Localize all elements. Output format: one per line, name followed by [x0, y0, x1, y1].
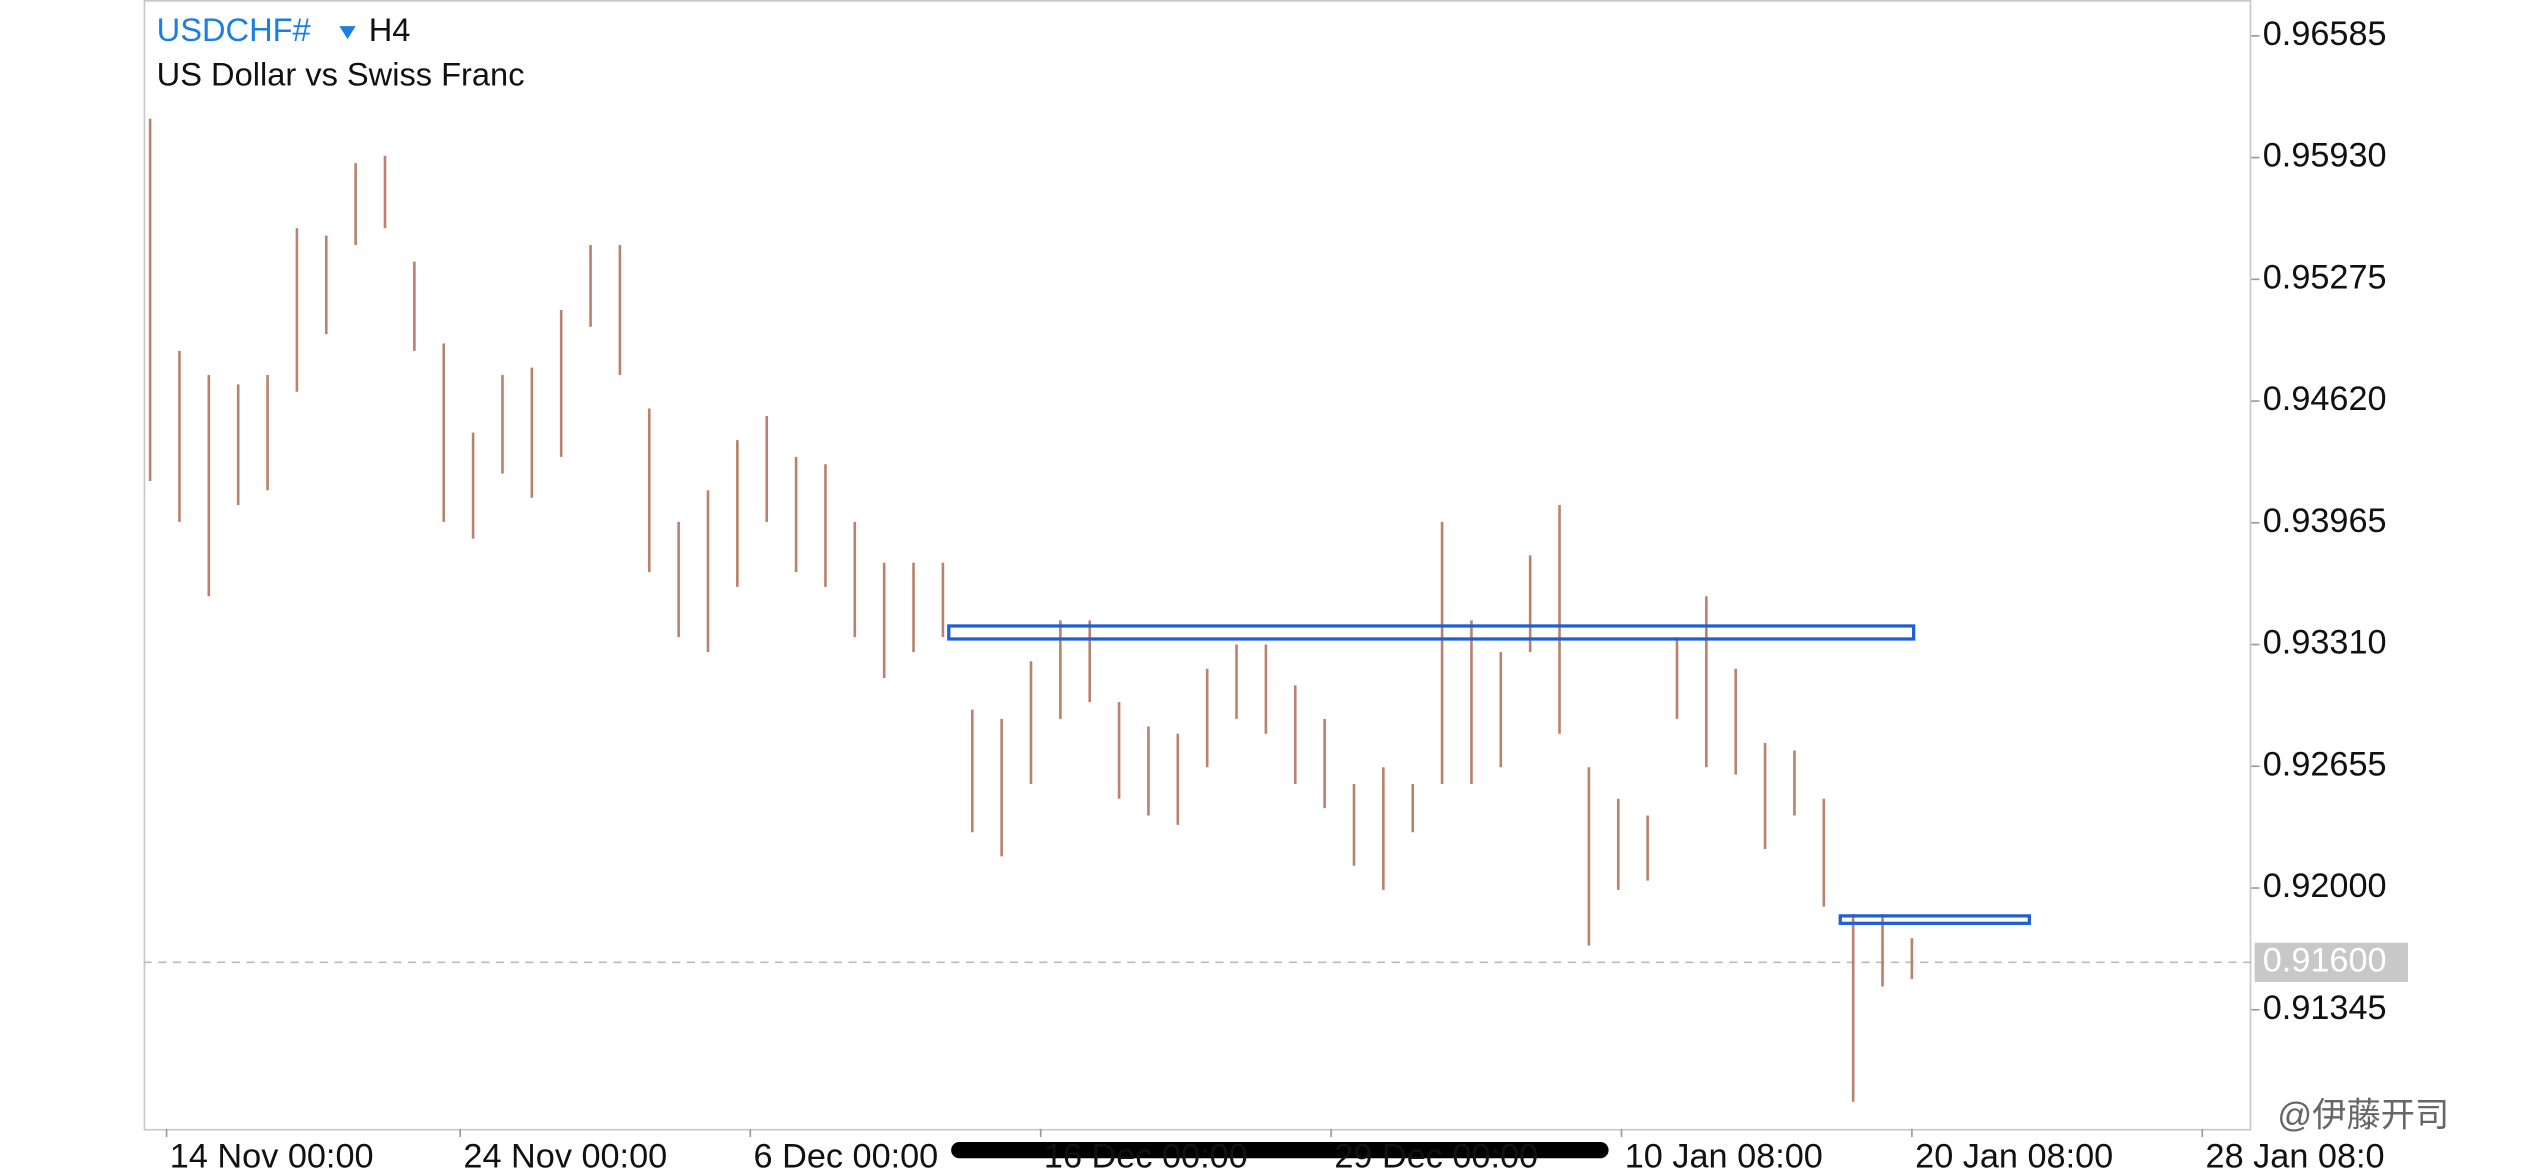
y-tick-label: 0.93965 [2263, 502, 2387, 540]
chart-title: US Dollar vs Swiss Franc [157, 55, 525, 92]
dropdown-icon[interactable] [339, 26, 356, 40]
y-tick-label: 0.91345 [2263, 989, 2387, 1027]
x-tick-label: 28 Jan 08:0 [2206, 1137, 2385, 1170]
x-tick-label: 10 Jan 08:00 [1625, 1137, 1823, 1170]
y-tick-label: 0.94620 [2263, 380, 2387, 418]
y-tick-label: 0.93310 [2263, 624, 2387, 662]
current-price-label: 0.91600 [2263, 941, 2387, 979]
x-tick-label: 24 Nov 00:00 [463, 1137, 667, 1170]
current-price-box [2254, 942, 2408, 982]
watermark: @伊藤开司 [2277, 1097, 2449, 1135]
y-tick-label: 0.92000 [2263, 867, 2387, 905]
home-indicator [951, 1141, 1609, 1159]
x-tick-label: 16 Dec 00:00 [1044, 1137, 1248, 1170]
y-tick-label: 0.96585 [2263, 15, 2387, 53]
symbol[interactable]: USDCHF# [157, 11, 311, 48]
y-tick-label: 0.92655 [2263, 745, 2387, 783]
x-tick-label: 29 Dec 00:00 [1334, 1137, 1538, 1170]
x-tick-label: 6 Dec 00:00 [754, 1137, 939, 1170]
timeframe[interactable]: H4 [369, 11, 411, 48]
y-tick-label: 0.95275 [2263, 258, 2387, 296]
y-tick-label: 0.95930 [2263, 137, 2387, 175]
x-tick-label: 20 Jan 08:00 [1915, 1137, 2113, 1170]
level-zone [1838, 914, 2031, 925]
plot-frame [143, 0, 2252, 1131]
x-tick-label: 14 Nov 00:00 [170, 1137, 374, 1170]
level-zone [947, 624, 1916, 641]
